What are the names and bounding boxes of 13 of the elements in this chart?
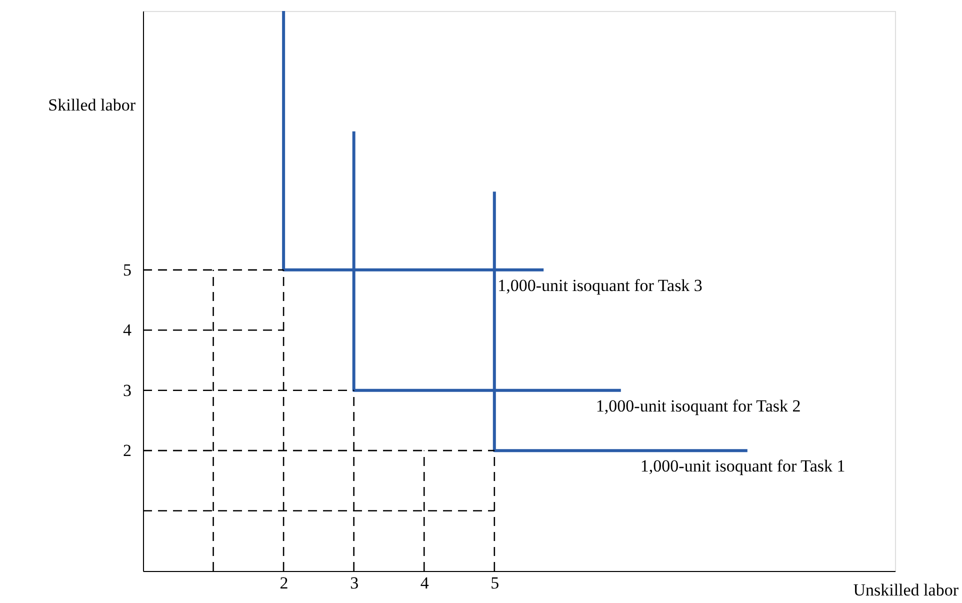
y-tick-label: 4 (123, 320, 132, 340)
y-tick-label: 5 (123, 260, 132, 280)
x-axis-title: Unskilled labor (853, 580, 959, 600)
x-tick-label: 2 (280, 574, 288, 592)
x-tick-label: 3 (350, 574, 359, 592)
x-tick-label: 5 (490, 574, 500, 592)
annotation: 1,000-unit isoquant for Task 3 (498, 276, 702, 295)
x-tick-label: 4 (420, 574, 430, 592)
annotation: 1,000-unit isoquant for Task 2 (596, 396, 801, 416)
y-tick-label: 2 (123, 441, 132, 460)
annotation: 1,000-unit isoquant for Task 1 (640, 456, 846, 476)
y-tick-label: 3 (123, 380, 132, 400)
y-axis-title: Skilled labor (48, 96, 136, 114)
